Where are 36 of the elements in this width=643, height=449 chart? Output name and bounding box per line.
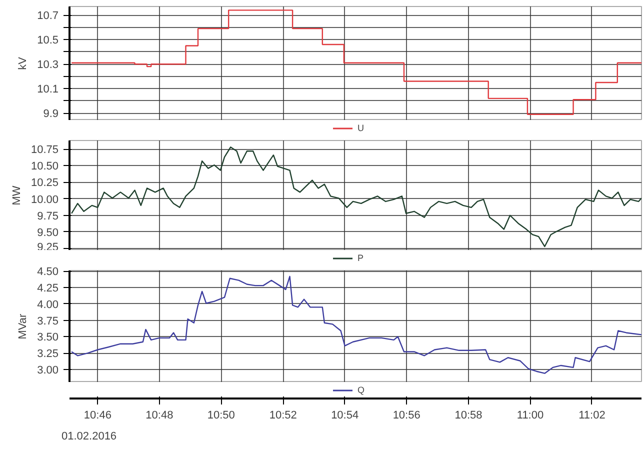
y-tick-label: 9.9 (43, 108, 59, 120)
y-tick-label: 10.1 (37, 84, 59, 96)
y-tick-label: 10.25 (30, 177, 59, 190)
y-tick-label: 10.7 (37, 10, 59, 22)
legend-label: P (358, 253, 365, 263)
x-tick-label: 10:46 (84, 410, 112, 422)
y-tick-label: 10.3 (37, 59, 59, 72)
y-axis-title: MW (10, 185, 23, 206)
y-tick-label: 3.75 (37, 315, 59, 328)
y-axis-title: kV (17, 56, 30, 70)
x-tick-label: 10:58 (454, 410, 482, 422)
legend-label: U (358, 123, 365, 133)
y-tick-label: 10.75 (30, 144, 59, 156)
y-tick-label: 4.25 (37, 282, 59, 295)
y-tick-label: 4.00 (37, 298, 59, 311)
x-tick-label: 10:54 (331, 410, 359, 422)
y-tick-label: 4.50 (37, 266, 59, 278)
text: 01.02.2016 (62, 430, 117, 442)
x-tick-label: 10:50 (207, 410, 235, 422)
x-tick-label: 11:02 (578, 410, 606, 422)
y-tick-label: 3.00 (37, 364, 59, 376)
x-tick-label: 10:56 (392, 410, 420, 422)
x-tick-label: 10:52 (269, 410, 297, 422)
x-tick-label: 11:00 (516, 410, 544, 422)
y-tick-label: 9.50 (37, 226, 59, 239)
legend-label: Q (358, 385, 366, 395)
y-tick-label: 10.50 (30, 160, 59, 173)
y-tick-label: 3.50 (37, 332, 59, 344)
line-series (70, 276, 642, 374)
y-tick-label: 9.75 (37, 210, 59, 222)
y-tick-label: 10.5 (37, 34, 59, 47)
line-series (70, 146, 642, 248)
y-tick-label: 3.25 (37, 348, 59, 360)
x-tick-label: 10:48 (146, 410, 174, 422)
y-tick-label: 10.00 (30, 194, 59, 206)
y-axis-title: MVar (17, 313, 30, 340)
